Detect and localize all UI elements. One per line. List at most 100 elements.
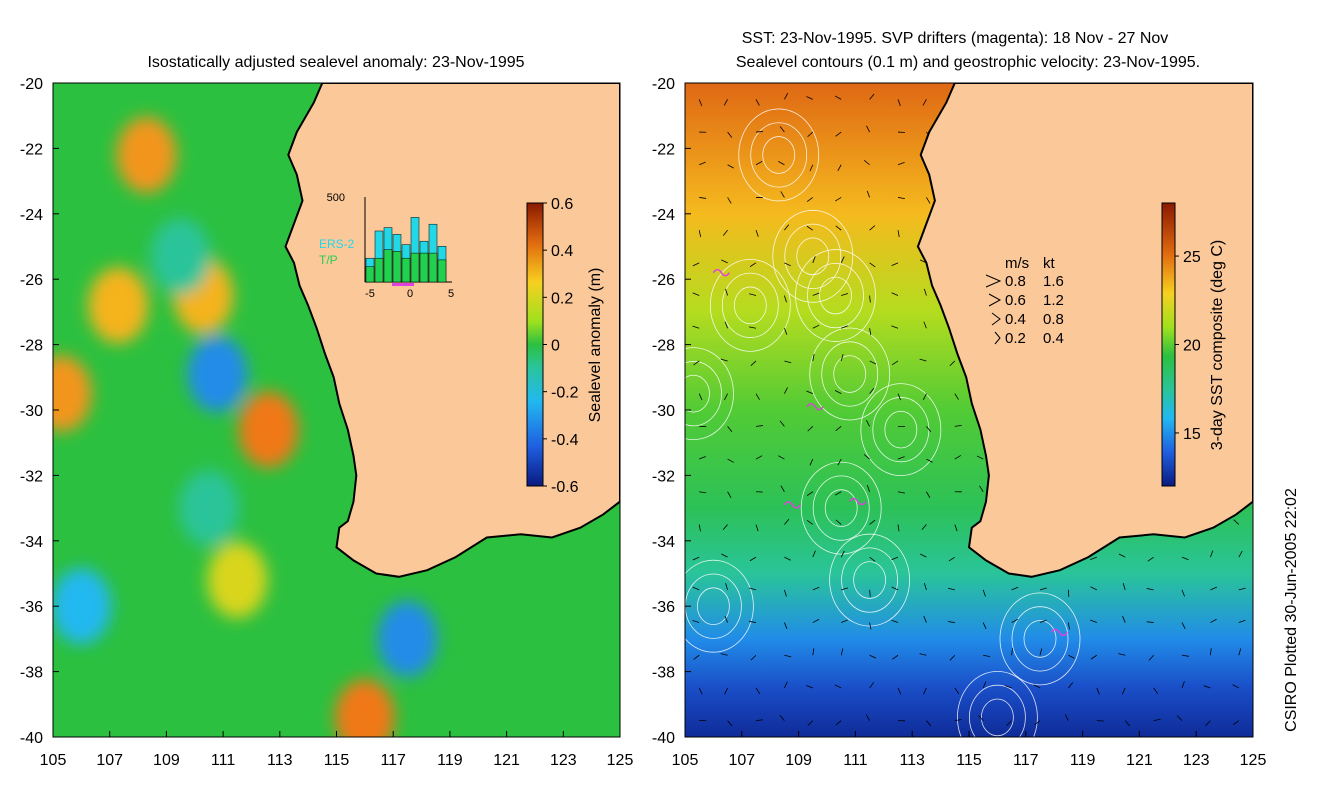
velocity-arrow bbox=[1210, 586, 1217, 591]
inset-bar-tp bbox=[383, 249, 393, 283]
velocity-arrow bbox=[897, 687, 902, 695]
velocity-arrow bbox=[1203, 685, 1211, 689]
velocity-arrow bbox=[1210, 648, 1212, 656]
velocity-legend-ms: 0.8 bbox=[1005, 273, 1026, 290]
velocity-arrow bbox=[784, 93, 789, 100]
velocity-arrow bbox=[724, 687, 728, 695]
velocity-arrow bbox=[983, 654, 991, 657]
velocity-arrow bbox=[869, 654, 877, 659]
velocity-arrow bbox=[866, 190, 870, 198]
velocity-arrow bbox=[1146, 588, 1154, 591]
right-colorbar-label: 3-day SST composite (deg C) bbox=[1209, 240, 1226, 450]
velocity-arrow bbox=[755, 161, 763, 166]
velocity-arrow bbox=[784, 654, 792, 658]
velocity-arrow bbox=[727, 426, 733, 433]
inset-legend-ers2: ERS-2 bbox=[319, 237, 355, 251]
velocity-legend-arrow bbox=[988, 293, 1002, 307]
velocity-legend-ms: 0.4 bbox=[1005, 311, 1026, 328]
velocity-arrow bbox=[699, 197, 707, 199]
velocity-arrow bbox=[897, 393, 901, 401]
velocity-arrow bbox=[919, 653, 927, 656]
right-ytick-label: -38 bbox=[652, 665, 675, 682]
velocity-arrow bbox=[727, 131, 733, 138]
velocity-arrow bbox=[698, 99, 703, 107]
left-xtick-label: 123 bbox=[550, 752, 577, 769]
sealevel-contour bbox=[833, 355, 867, 393]
velocity-arrow bbox=[1006, 720, 1012, 726]
velocity-arrow bbox=[1011, 586, 1019, 591]
velocity-arrow bbox=[1233, 519, 1240, 525]
velocity-arrow bbox=[922, 393, 927, 401]
velocity-arrow bbox=[1148, 654, 1154, 661]
velocity-arrow bbox=[755, 719, 763, 722]
inset-bar-tp bbox=[419, 252, 429, 283]
sealevel-contour bbox=[762, 136, 796, 174]
velocity-arrow bbox=[806, 520, 814, 525]
velocity-arrow bbox=[869, 682, 875, 689]
velocity-arrow bbox=[869, 360, 877, 365]
sealevel-contour bbox=[981, 698, 1014, 737]
velocity-arrow bbox=[947, 621, 955, 623]
velocity-arrow bbox=[863, 159, 870, 166]
svp-drifter-tracks bbox=[712, 268, 1068, 637]
velocity-arrow bbox=[755, 455, 763, 460]
left-colorbar-tick-label: -0.4 bbox=[551, 432, 579, 449]
velocity-arrow bbox=[784, 556, 791, 561]
velocity-arrow bbox=[835, 720, 842, 726]
velocity-arrow bbox=[784, 387, 788, 394]
velocity-arrow bbox=[692, 556, 700, 561]
velocity-arrow bbox=[784, 295, 787, 303]
right-ytick-label: -20 bbox=[652, 76, 675, 93]
velocity-arrow bbox=[835, 225, 842, 231]
left-x-axis: 105 107 109 111 113 115 117 119 121 123 125 bbox=[40, 731, 634, 769]
velocity-arrow bbox=[784, 589, 787, 597]
left-xtick-label: 113 bbox=[267, 752, 293, 769]
left-ytick-label: -24 bbox=[20, 207, 43, 224]
left-colorbar-tick-label: -0.6 bbox=[551, 479, 579, 496]
velocity-arrow bbox=[750, 654, 757, 661]
velocity-arrow bbox=[724, 615, 728, 623]
velocity-arrow bbox=[923, 687, 927, 695]
left-colorbar-scale bbox=[526, 202, 544, 487]
velocity-arrow bbox=[806, 96, 813, 100]
velocity-arrow bbox=[778, 455, 785, 460]
velocity-arrow bbox=[784, 360, 792, 364]
velocity-arrow bbox=[1238, 587, 1246, 591]
velocity-arrow bbox=[1181, 589, 1185, 597]
velocity-arrow bbox=[923, 583, 927, 590]
velocity-arrow bbox=[807, 720, 814, 726]
velocity-arrow bbox=[779, 715, 785, 721]
inset-bar-tp bbox=[365, 266, 375, 283]
left-title: Isostatically adjusted sealevel anomaly:… bbox=[147, 54, 524, 71]
velocity-arrow bbox=[1210, 550, 1214, 558]
velocity-arrow bbox=[1153, 718, 1161, 722]
velocity-arrow bbox=[812, 353, 815, 362]
left-xtick-label: 125 bbox=[607, 752, 634, 769]
velocity-arrow bbox=[755, 425, 764, 427]
velocity-arrow bbox=[722, 229, 728, 236]
velocity-arrow bbox=[698, 393, 703, 401]
right-y-axis: -20 -22 -24 -26 -28 -30 -32 -34 -36 -38 -40 bbox=[652, 76, 691, 747]
right-ytick-label: -28 bbox=[652, 338, 675, 355]
velocity-arrow bbox=[755, 230, 759, 237]
left-xtick-label: 105 bbox=[40, 752, 67, 769]
drifter-track bbox=[712, 268, 731, 277]
sla-anomaly-blob-9 bbox=[150, 218, 211, 295]
velocity-arrow bbox=[834, 390, 842, 395]
right-xtick-label: 119 bbox=[1070, 752, 1096, 769]
velocity-legend-kt: 1.6 bbox=[1043, 273, 1064, 290]
right-xtick-label: 111 bbox=[843, 752, 867, 769]
velocity-arrow bbox=[954, 687, 960, 694]
velocity-arrow bbox=[869, 589, 871, 597]
velocity-arrow bbox=[1011, 648, 1013, 656]
velocity-arrow bbox=[1090, 654, 1098, 660]
velocity-arrow bbox=[869, 295, 871, 303]
velocity-legend: m/s kt 0.8 1.6 0.6 1.2 0.4 0.8 0.2 0.4 bbox=[985, 255, 1064, 347]
right-colorbar-tick-label: 20 bbox=[1183, 338, 1201, 355]
left-colorbar-label: Sealevel anomaly (m) bbox=[587, 268, 604, 423]
velocity-arrow bbox=[919, 358, 927, 362]
inset-bar-tp bbox=[401, 257, 411, 283]
right-xtick-label: 123 bbox=[1183, 752, 1210, 769]
velocity-arrow bbox=[780, 485, 785, 492]
velocity-arrow bbox=[949, 654, 956, 661]
